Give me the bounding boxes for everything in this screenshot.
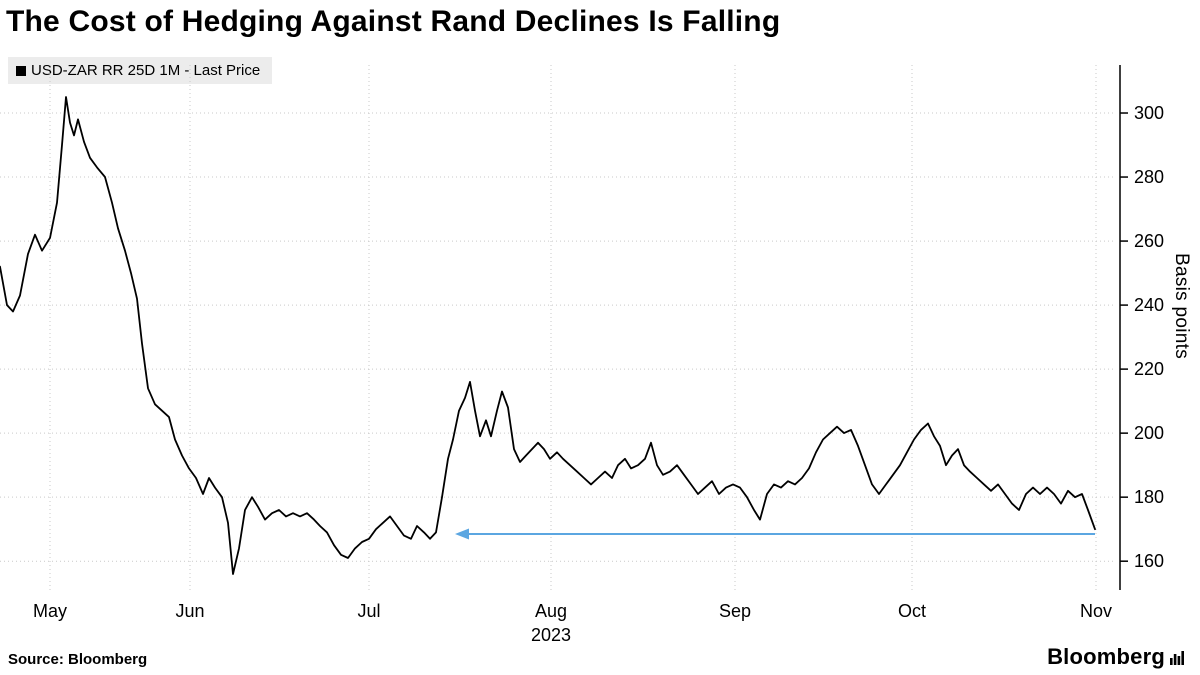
y-tick-label: 160 [1134,551,1164,571]
x-tick-label: Jun [175,601,204,621]
y-tick-label: 180 [1134,487,1164,507]
x-tick-label: May [33,601,67,621]
x-tick-label: Sep [719,601,751,621]
y-tick-label: 260 [1134,231,1164,251]
x-tick-label: Oct [898,601,926,621]
y-tick-label: 220 [1134,359,1164,379]
x-tick-label: Aug [535,601,567,621]
legend-series-label: USD-ZAR RR 25D 1M - Last Price [31,62,261,79]
bloomberg-chart-bars-icon [1170,650,1184,665]
chart-svg: 160 180 200 220 240 260 280 300 May Jun Jul Aug Sep O… [0,65,1164,645]
y-axis-title: Basis points [1171,253,1192,360]
page-title: The Cost of Hedging Against Rand Decline… [6,5,781,38]
y-tick-label: 200 [1134,423,1164,443]
x-axis-year-label: 2023 [531,625,571,645]
trend-arrow-head [455,528,469,540]
x-tick-label: Jul [357,601,380,621]
source-attribution: Source: Bloomberg [8,651,148,668]
legend-series-marker-icon [16,65,26,76]
legend: USD-ZAR RR 25D 1M - Last Price [8,57,273,84]
price-line-series [0,96,1096,575]
y-tick-label: 240 [1134,295,1164,315]
x-tick-label: Nov [1080,601,1112,621]
bloomberg-logo-text: Bloomberg [1047,644,1165,669]
y-tick-label: 280 [1134,167,1164,187]
bloomberg-logo: Bloomberg [1047,644,1184,670]
y-tick-label: 300 [1134,103,1164,123]
